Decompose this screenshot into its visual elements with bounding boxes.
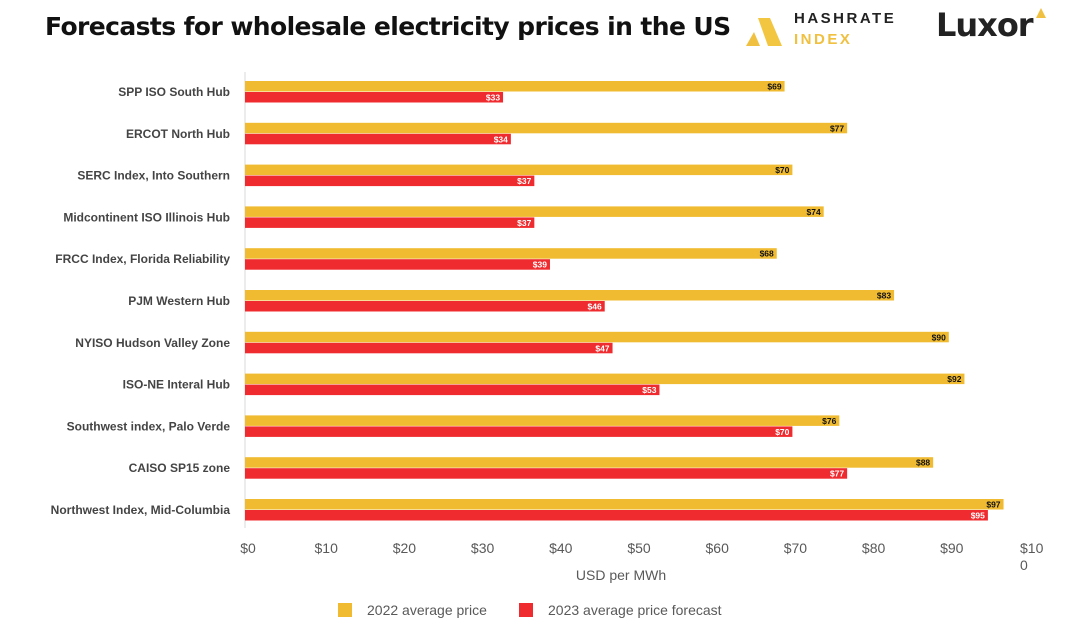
x-tick-label: $30 xyxy=(471,540,495,556)
x-tick-label: $10 xyxy=(315,540,339,556)
category-label: FRCC Index, Florida Reliability xyxy=(55,252,230,266)
x-axis-label: USD per MWh xyxy=(576,567,666,583)
data-label: $77 xyxy=(830,123,844,133)
bar-2022 xyxy=(245,373,965,385)
data-label: $69 xyxy=(767,82,781,92)
x-tick-label: $10 0 xyxy=(1020,540,1044,573)
category-label: SPP ISO South Hub xyxy=(118,85,230,99)
bar-2023 xyxy=(245,259,550,270)
data-label: $34 xyxy=(494,134,508,144)
luxor-logo: Luxor xyxy=(936,6,1034,44)
data-label: $77 xyxy=(830,469,844,479)
bar-2023 xyxy=(245,426,793,437)
data-label: $88 xyxy=(916,458,930,468)
bar-2022 xyxy=(245,415,840,426)
bar-2023 xyxy=(245,468,848,479)
index-logo-text: INDEX xyxy=(794,31,853,48)
legend-label: 2023 average price forecast xyxy=(548,602,722,618)
x-tick-label: $80 xyxy=(862,540,886,556)
data-label: $97 xyxy=(986,500,1000,510)
data-label: $37 xyxy=(517,176,531,186)
bar-2023 xyxy=(245,133,511,145)
category-label: Southwest index, Palo Verde xyxy=(67,419,231,433)
data-label: $39 xyxy=(533,260,547,270)
data-label: $70 xyxy=(775,427,789,437)
category-label: SERC Index, Into Southern xyxy=(77,169,230,183)
category-label: Midcontinent ISO Illinois Hub xyxy=(63,210,230,224)
bar-2022 xyxy=(245,457,934,468)
luxor-logo-icon xyxy=(1036,8,1046,18)
data-label: $46 xyxy=(588,302,602,312)
x-tick-label: $90 xyxy=(940,540,964,556)
category-label: CAISO SP15 zone xyxy=(129,461,231,475)
bar-2023 xyxy=(245,301,605,312)
data-label: $95 xyxy=(971,511,985,521)
data-label: $47 xyxy=(595,343,609,353)
data-label: $92 xyxy=(947,374,961,384)
legend-swatch-2023 xyxy=(519,603,533,617)
hashrate-logo-text: HASHRATE xyxy=(794,10,897,27)
hashrate-index-logo: HASHRATE INDEX xyxy=(744,10,904,50)
data-label: $33 xyxy=(486,93,500,103)
bar-2022 xyxy=(245,290,895,301)
bar-2022 xyxy=(245,164,793,176)
category-label: Northwest Index, Mid-Columbia xyxy=(51,503,231,517)
legend-swatch-2022 xyxy=(338,603,352,617)
x-tick-label: $70 xyxy=(784,540,808,556)
bar-2022 xyxy=(245,81,785,92)
data-label: $68 xyxy=(760,249,774,259)
bar-2023 xyxy=(245,175,535,187)
bar-2022 xyxy=(245,122,848,134)
category-label: ISO-NE Interal Hub xyxy=(123,378,230,392)
hashrate-logo-icon xyxy=(746,18,782,46)
x-tick-label: $50 xyxy=(627,540,651,556)
x-tick-label: $40 xyxy=(549,540,573,556)
bar-2023 xyxy=(245,510,988,521)
bar-2022 xyxy=(245,499,1004,510)
data-label: $53 xyxy=(642,385,656,395)
category-label: NYISO Hudson Valley Zone xyxy=(75,336,230,350)
data-label: $76 xyxy=(822,416,836,426)
data-label: $90 xyxy=(932,332,946,342)
data-label: $74 xyxy=(806,207,820,217)
bar-2023 xyxy=(245,384,660,396)
data-label: $83 xyxy=(877,291,891,301)
bar-2023 xyxy=(245,342,613,354)
category-label: PJM Western Hub xyxy=(128,294,230,308)
bar-2022 xyxy=(245,206,824,217)
bar-2023 xyxy=(245,92,504,103)
x-tick-label: $20 xyxy=(393,540,417,556)
category-label: ERCOT North Hub xyxy=(126,127,230,141)
data-label: $37 xyxy=(517,218,531,228)
legend-label: 2022 average price xyxy=(367,602,487,618)
bar-2023 xyxy=(245,217,535,228)
bar-2022 xyxy=(245,331,949,343)
bar-2022 xyxy=(245,248,777,259)
data-label: $70 xyxy=(775,165,789,175)
x-tick-label: $60 xyxy=(706,540,730,556)
page-title: Forecasts for wholesale electricity pric… xyxy=(45,12,731,41)
x-tick-label: $0 xyxy=(240,540,256,556)
